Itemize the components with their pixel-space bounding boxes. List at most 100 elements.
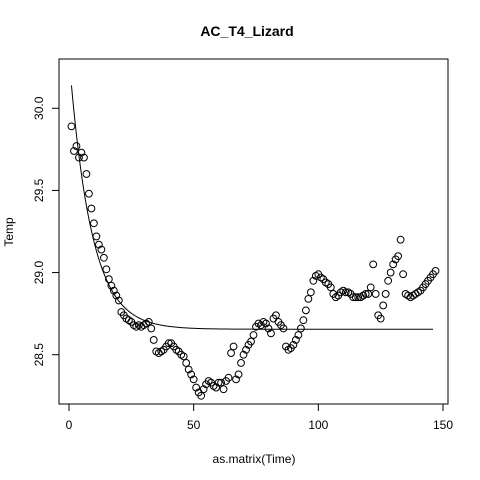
data-point (311, 271, 320, 280)
data-point (369, 260, 378, 269)
data-point (389, 260, 398, 269)
data-point (284, 345, 293, 354)
data-point (306, 288, 315, 297)
data-point (87, 204, 96, 213)
data-point (72, 142, 81, 150)
data-point (272, 311, 280, 320)
data-point (67, 122, 76, 131)
data-point (336, 288, 345, 297)
data-point (326, 283, 335, 292)
data-point (299, 316, 308, 325)
data-point (291, 336, 300, 344)
data-point (184, 365, 193, 374)
data-point (239, 350, 248, 359)
data-point (179, 352, 188, 361)
data-point (102, 265, 111, 274)
data-point (204, 377, 213, 385)
data-point (242, 345, 250, 354)
x-tick-label: 50 (187, 418, 201, 432)
data-point (254, 319, 263, 328)
data-point (144, 317, 153, 326)
data-point (232, 375, 240, 384)
data-point (294, 331, 303, 339)
data-point (304, 294, 313, 303)
fitted-line (70, 85, 434, 330)
data-point (371, 290, 380, 298)
x-tick-label: 150 (433, 418, 453, 432)
data-point (351, 293, 360, 302)
data-point (80, 153, 88, 162)
data-point (214, 378, 223, 387)
data-point (301, 306, 310, 315)
y-axis-label: Temp (2, 217, 16, 247)
y-tick-label: 30.0 (32, 96, 46, 120)
data-point (114, 296, 123, 305)
data-point (132, 322, 141, 331)
data-point (149, 336, 158, 344)
data-point (249, 331, 258, 339)
data-point (354, 293, 363, 302)
data-point (192, 383, 201, 392)
plot-box (58, 58, 449, 405)
x-tick-label: 100 (308, 418, 328, 432)
data-point (361, 290, 370, 298)
data-point (129, 321, 138, 330)
data-point (386, 268, 395, 277)
y-tick-label: 29.5 (32, 178, 46, 202)
data-point (177, 350, 186, 359)
data-point (107, 281, 116, 290)
data-point (396, 235, 405, 244)
data-point (90, 219, 98, 228)
data-point (187, 370, 196, 379)
data-point (199, 385, 208, 394)
data-point (279, 324, 288, 333)
data-point (97, 245, 106, 254)
data-point (366, 283, 375, 292)
data-point (331, 293, 340, 302)
data-point (394, 252, 403, 261)
data-point (82, 170, 91, 178)
chart-title: AC_T4_Lizard (200, 23, 293, 39)
data-point (344, 288, 353, 297)
data-point (247, 337, 255, 346)
data-point (267, 329, 275, 338)
x-axis-label: as.matrix(Time) (213, 452, 296, 466)
data-point (381, 290, 390, 298)
y-axis: 28.5 29.0 29.5 30.0 (32, 96, 60, 367)
data-point (112, 291, 121, 300)
data-point (182, 359, 191, 367)
data-point (376, 314, 385, 323)
data-point (341, 288, 350, 297)
data-point (364, 290, 373, 298)
data-point (229, 342, 238, 351)
data-point (379, 301, 388, 310)
x-tick-label: 0 (66, 418, 73, 432)
data-point (384, 276, 393, 285)
data-points-layer (67, 122, 440, 400)
data-point (157, 347, 166, 356)
data-point (212, 383, 221, 392)
data-point (296, 324, 305, 333)
data-point (309, 276, 318, 285)
data-point (217, 378, 225, 387)
data-point (85, 189, 93, 198)
data-point (92, 232, 101, 241)
data-point (109, 286, 118, 295)
fitted-curve-layer (70, 85, 434, 330)
data-point (262, 319, 270, 328)
data-point (172, 345, 181, 354)
data-point (219, 385, 228, 394)
data-point (95, 240, 103, 249)
x-axis: 0 50 100 150 (66, 403, 453, 432)
data-point (142, 319, 151, 328)
data-point (189, 375, 198, 384)
y-tick-label: 28.5 (32, 343, 46, 367)
data-point (339, 286, 348, 295)
data-point (414, 288, 422, 297)
data-point (147, 324, 156, 333)
data-point (349, 293, 358, 302)
y-tick-label: 29.0 (32, 261, 46, 285)
data-point (124, 316, 133, 325)
data-point (264, 324, 273, 333)
